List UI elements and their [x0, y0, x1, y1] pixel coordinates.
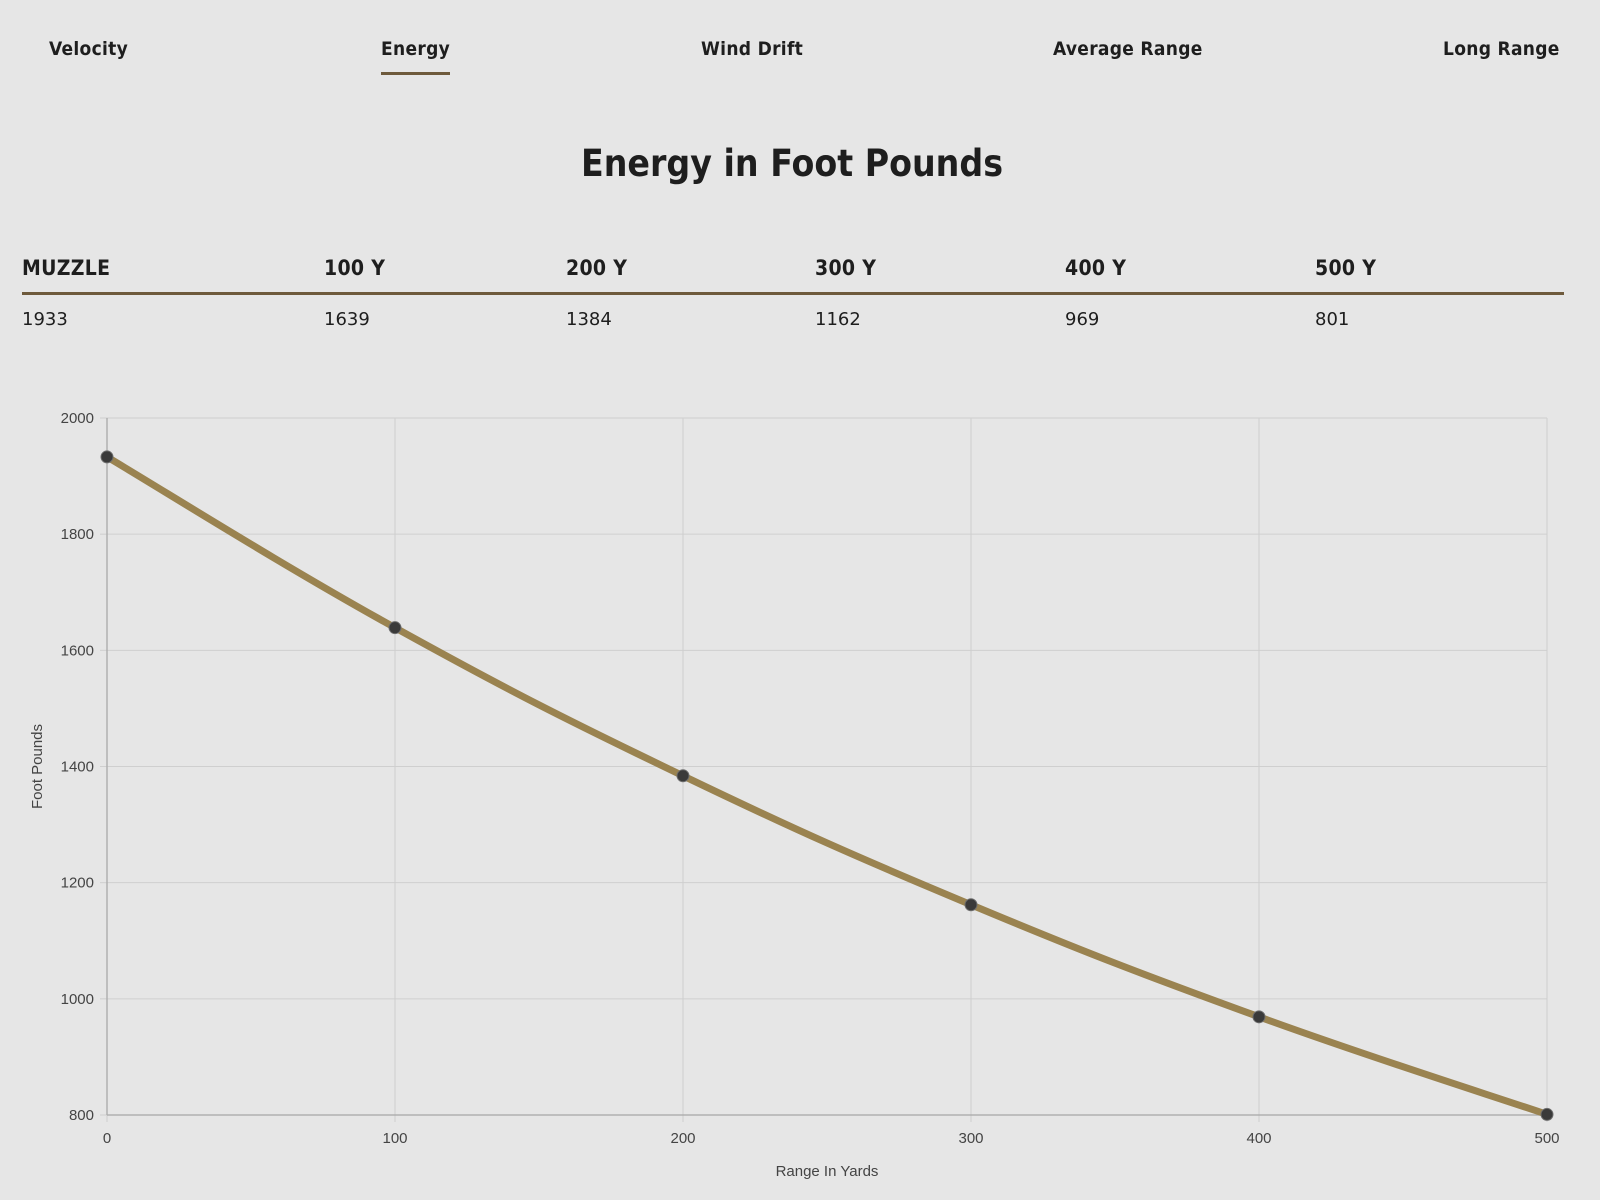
tab-long-range[interactable]: Long Range — [1443, 38, 1560, 60]
tab-bar: Velocity Energy Wind Drift Average Range… — [0, 38, 1600, 98]
y-tick-label: 1000 — [61, 991, 94, 1008]
energy-table: MUZZLE 100 Y 200 Y 300 Y 400 Y 500 Y 193… — [22, 252, 1564, 335]
chart-points — [100, 450, 1554, 1121]
series-line-energy — [103, 453, 1551, 1118]
data-point — [100, 450, 114, 464]
x-axis-title: Range In Yards — [776, 1163, 879, 1180]
table-cell-300y: 1162 — [815, 309, 861, 330]
chart-axes — [106, 418, 1547, 1116]
energy-line-chart: 0 100 200 300 400 500 800 1000 1200 1400 1600 1800 2… — [29, 410, 1560, 1180]
tab-wind-drift[interactable]: Wind Drift — [701, 38, 804, 60]
data-point — [388, 621, 402, 635]
x-tick-label: 0 — [103, 1130, 111, 1147]
y-tick-label: 1400 — [61, 759, 94, 776]
y-tick-label: 1200 — [61, 875, 94, 892]
data-point — [1540, 1107, 1554, 1121]
table-header-100y: 100 Y — [324, 256, 386, 280]
y-tick-label: 800 — [69, 1107, 94, 1124]
table-cell-100y: 1639 — [324, 309, 370, 330]
y-tick-label: 1600 — [61, 642, 94, 659]
table-header-500y: 500 Y — [1315, 256, 1377, 280]
tab-velocity[interactable]: Velocity — [49, 38, 129, 60]
x-tick-label: 500 — [1534, 1130, 1559, 1147]
table-header-200y: 200 Y — [566, 256, 628, 280]
table-cell-200y: 1384 — [566, 309, 612, 330]
x-tick-label: 100 — [382, 1130, 407, 1147]
tab-energy[interactable]: Energy — [381, 38, 451, 75]
data-point — [1252, 1010, 1266, 1024]
y-tick-label: 1800 — [61, 526, 94, 543]
table-cell-muzzle: 1933 — [22, 309, 68, 330]
x-tick-label: 400 — [1246, 1130, 1271, 1147]
table-cell-400y: 969 — [1065, 309, 1100, 330]
data-point — [964, 898, 978, 912]
y-tick-label: 2000 — [61, 410, 94, 427]
table-header-400y: 400 Y — [1065, 256, 1127, 280]
chart-tick-labels: 0 100 200 300 400 500 800 1000 1200 1400 1600 1800 2… — [61, 410, 1560, 1147]
table-row: 1933 1639 1384 1162 969 801 — [22, 295, 1564, 335]
section-title: Energy in Foot Pounds — [580, 142, 1004, 185]
y-axis-title: Foot Pounds — [29, 724, 46, 809]
tab-average-range[interactable]: Average Range — [1053, 38, 1203, 60]
x-tick-label: 300 — [958, 1130, 983, 1147]
table-header-300y: 300 Y — [815, 256, 877, 280]
table-header-row: MUZZLE 100 Y 200 Y 300 Y 400 Y 500 Y — [22, 252, 1564, 295]
table-cell-500y: 801 — [1315, 309, 1350, 330]
chart-grid — [100, 417, 1548, 1122]
x-tick-label: 200 — [670, 1130, 695, 1147]
table-header-muzzle: MUZZLE — [22, 256, 111, 280]
data-point — [676, 769, 690, 783]
